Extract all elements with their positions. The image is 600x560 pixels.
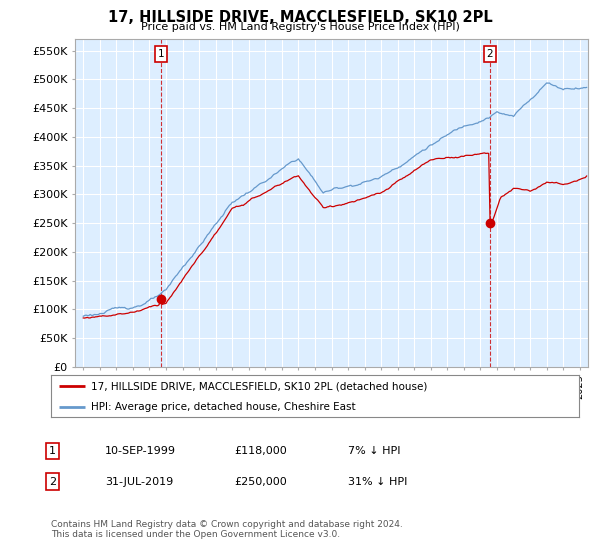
Text: 2: 2 [49, 477, 56, 487]
Text: 2: 2 [487, 49, 493, 59]
Text: 31% ↓ HPI: 31% ↓ HPI [348, 477, 407, 487]
Text: HPI: Average price, detached house, Cheshire East: HPI: Average price, detached house, Ches… [91, 402, 355, 412]
Text: Price paid vs. HM Land Registry's House Price Index (HPI): Price paid vs. HM Land Registry's House … [140, 22, 460, 32]
Text: 1: 1 [49, 446, 56, 456]
Text: 17, HILLSIDE DRIVE, MACCLESFIELD, SK10 2PL: 17, HILLSIDE DRIVE, MACCLESFIELD, SK10 2… [107, 10, 493, 25]
Text: 10-SEP-1999: 10-SEP-1999 [105, 446, 176, 456]
Text: 17, HILLSIDE DRIVE, MACCLESFIELD, SK10 2PL (detached house): 17, HILLSIDE DRIVE, MACCLESFIELD, SK10 2… [91, 381, 427, 391]
Text: Contains HM Land Registry data © Crown copyright and database right 2024.
This d: Contains HM Land Registry data © Crown c… [51, 520, 403, 539]
Text: £118,000: £118,000 [234, 446, 287, 456]
Text: £250,000: £250,000 [234, 477, 287, 487]
Text: 31-JUL-2019: 31-JUL-2019 [105, 477, 173, 487]
Text: 1: 1 [158, 49, 164, 59]
Text: 7% ↓ HPI: 7% ↓ HPI [348, 446, 401, 456]
